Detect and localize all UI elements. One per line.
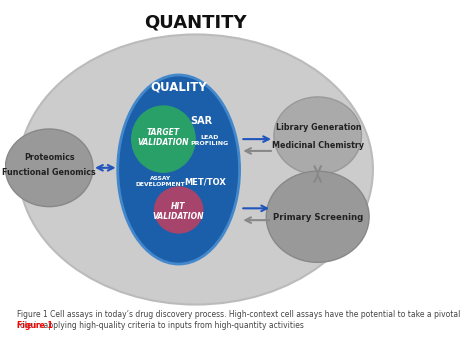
Text: HIT
VALIDATION: HIT VALIDATION	[152, 202, 204, 221]
Text: LEAD
PROFILING: LEAD PROFILING	[190, 135, 228, 146]
Text: TARGET
VALIDATION: TARGET VALIDATION	[137, 128, 189, 147]
Text: Medicinal Chemistry: Medicinal Chemistry	[273, 141, 365, 150]
Text: Library Generation: Library Generation	[276, 123, 361, 132]
Text: MET/TOX: MET/TOX	[184, 178, 226, 187]
Ellipse shape	[154, 186, 203, 234]
Circle shape	[266, 171, 369, 262]
Ellipse shape	[118, 75, 239, 264]
Text: ASSAY
DEVELOPMENT: ASSAY DEVELOPMENT	[136, 176, 186, 187]
Text: QUALITY: QUALITY	[150, 80, 207, 93]
Ellipse shape	[18, 35, 373, 304]
Text: QUANTITY: QUANTITY	[145, 14, 247, 32]
Circle shape	[274, 97, 362, 175]
Text: Figure 1 Cell assays in today’s drug discovery process. High-context cell assays: Figure 1 Cell assays in today’s drug dis…	[17, 311, 460, 330]
Text: SAR: SAR	[191, 116, 212, 125]
Text: Proteomics: Proteomics	[24, 153, 74, 162]
Text: Figure 1: Figure 1	[17, 321, 53, 330]
Ellipse shape	[131, 105, 196, 173]
Circle shape	[5, 129, 93, 207]
Text: Functional Genomics: Functional Genomics	[2, 168, 96, 177]
Text: Primary Screening: Primary Screening	[273, 213, 363, 222]
